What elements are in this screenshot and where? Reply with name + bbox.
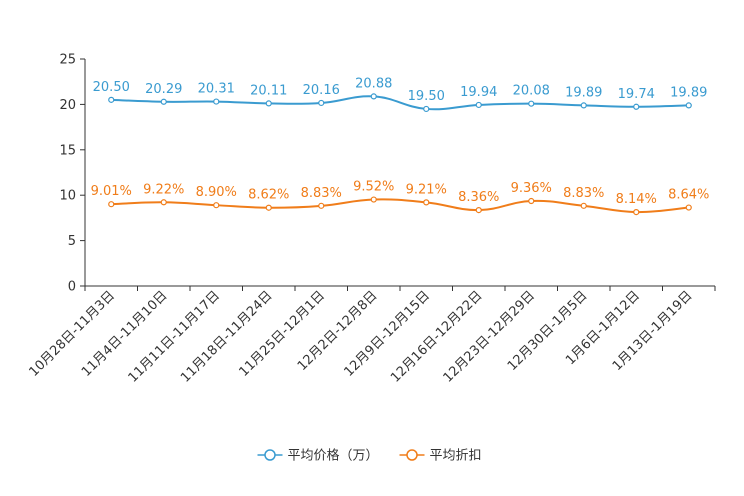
data-label: 20.08	[513, 84, 550, 99]
data-label: 9.52%	[353, 180, 394, 195]
data-label: 20.31	[198, 82, 235, 97]
x-tick-label: 11月18日-11月24日	[178, 288, 275, 385]
data-label: 19.74	[618, 87, 655, 102]
data-label: 20.16	[303, 83, 340, 98]
data-labels: 20.50 20.29 20.31 20.11 20.16 20.88 19.50 19.94…	[91, 76, 710, 207]
data-label: 20.29	[145, 82, 182, 97]
y-tick-label: 20	[59, 98, 76, 113]
data-label: 8.83%	[563, 186, 604, 201]
data-point	[580, 102, 587, 109]
y-tick-label: 0	[68, 280, 76, 295]
data-point	[475, 101, 482, 109]
legend-item-1[interactable]: 平均价格（万）	[257, 448, 379, 464]
data-label: 19.50	[408, 89, 445, 104]
data-label: 8.90%	[196, 185, 237, 200]
x-tick-label: 11月11日-11月17日	[126, 288, 223, 385]
data-point	[580, 202, 587, 209]
x-tick-label: 10月28日-11月3日	[26, 288, 118, 380]
series-line-2	[111, 198, 689, 214]
data-label: 20.88	[355, 76, 392, 91]
data-point	[318, 99, 325, 107]
data-point	[160, 98, 167, 105]
data-point	[423, 105, 430, 113]
legend-item-2[interactable]: 平均折扣	[399, 449, 482, 464]
data-point	[108, 201, 115, 208]
data-point	[633, 103, 640, 110]
data-point	[528, 197, 535, 205]
series-layer	[108, 93, 692, 216]
data-point	[318, 202, 325, 209]
x-tick-label: 12月16日-12月22日	[388, 288, 485, 385]
data-point	[160, 199, 167, 206]
data-point	[108, 96, 115, 103]
data-label: 8.62%	[248, 188, 289, 203]
legend-circle-icon	[264, 449, 276, 461]
data-label: 19.89	[670, 85, 707, 100]
data-label: 9.01%	[91, 184, 132, 199]
data-label: 8.14%	[616, 192, 657, 207]
legend-label: 平均折扣	[430, 449, 482, 464]
series-line-1	[111, 95, 689, 111]
data-point	[370, 196, 377, 203]
data-point	[213, 98, 220, 105]
data-label: 19.94	[460, 85, 497, 100]
data-point	[213, 202, 220, 209]
data-label: 8.83%	[301, 186, 342, 201]
legend-label: 平均价格（万）	[288, 448, 379, 464]
data-label: 8.64%	[668, 188, 709, 203]
data-label: 9.22%	[143, 182, 184, 197]
data-point	[370, 93, 377, 100]
data-label: 19.89	[565, 85, 602, 100]
data-point	[685, 102, 692, 109]
data-point	[423, 199, 430, 206]
data-point	[265, 100, 272, 107]
data-label: 9.21%	[406, 182, 447, 197]
data-label: 9.36%	[511, 181, 552, 196]
data-point	[265, 204, 272, 211]
data-point	[685, 204, 692, 211]
data-label: 8.36%	[458, 190, 499, 205]
y-tick-label: 25	[59, 53, 76, 68]
data-point	[633, 208, 640, 216]
axes: 051015202510月28日-11月3日11月4日-11月10日11月11日…	[26, 53, 716, 386]
data-label: 20.50	[93, 80, 130, 95]
data-point	[528, 100, 535, 107]
legend[interactable]: 平均价格（万） 平均折扣	[257, 448, 482, 464]
data-label: 20.11	[250, 83, 287, 98]
data-point	[475, 206, 482, 214]
y-tick-label: 15	[59, 143, 76, 158]
y-tick-label: 5	[68, 234, 76, 249]
x-tick-label: 12月23日-12月29日	[441, 288, 538, 385]
y-tick-label: 10	[59, 189, 76, 204]
legend-circle-icon	[406, 449, 418, 461]
